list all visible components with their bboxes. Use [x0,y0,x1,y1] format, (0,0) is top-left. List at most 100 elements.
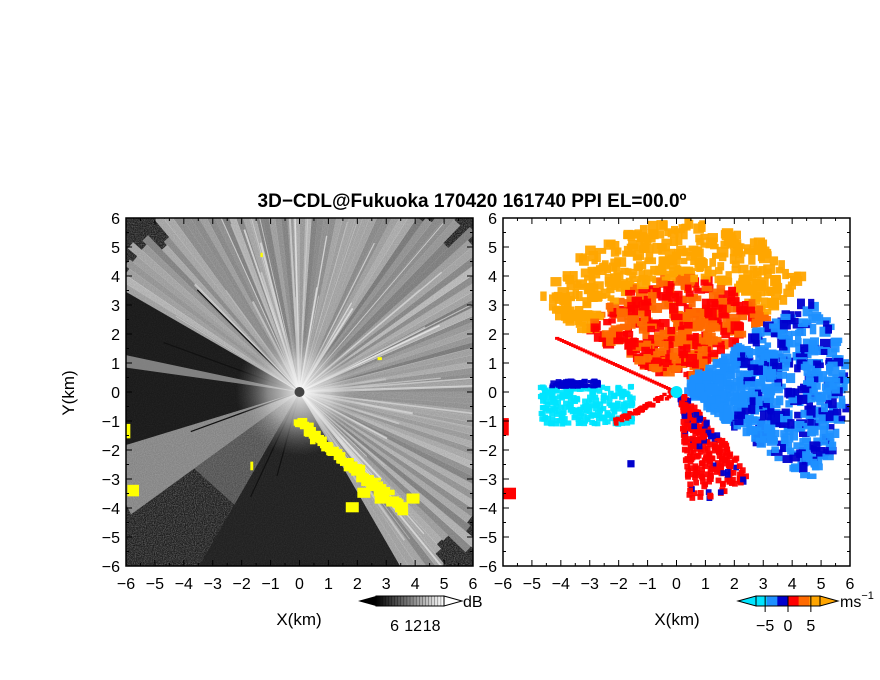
velocity-cell-toward [822,389,832,401]
reflectivity-y-tick-label: 0 [111,385,120,402]
velocity-cell-toward [594,421,601,427]
velocity-cell-away [642,406,648,411]
velocity-cell-away [766,286,777,294]
velocity-cell-away [572,312,584,318]
velocity-cell-away [693,472,699,479]
velocity-y-tick-label: 3 [488,298,497,315]
velocity-cell-toward [715,359,727,367]
velocity-cell-away [735,256,745,264]
velocity-cell-away [760,297,769,309]
velocity-cell-toward [556,418,563,424]
velocity-y-tick-label: 5 [488,240,497,257]
velocity-cell-away [609,307,617,318]
velocity-cell-away [592,353,597,357]
velocity-cell-toward [619,420,626,426]
velocity-cell-away [730,248,737,257]
velocity-cell-toward [807,370,818,377]
velocity-cell-away [665,354,673,363]
reflectivity-x-tick-label: 0 [295,576,304,593]
velocity-cell-toward [796,328,807,337]
velocity-cell-toward [782,455,793,463]
velocity-cell-toward [566,404,572,410]
velocity-cell-away [550,277,562,287]
velocity-cell-toward [828,398,837,409]
velocity-cell-away [769,256,779,266]
velocity-cell-away [694,436,701,443]
velocity-cell-away [757,239,768,249]
velocity-cell-toward [587,386,594,392]
velocity-cell-toward [811,460,820,471]
velocity-colorbar-unit-base: ms [840,594,861,611]
velocity-cell-toward [577,406,584,412]
velocity-cell-away [598,336,606,343]
velocity-cell-toward [766,435,778,446]
velocity-cell-away [628,243,637,250]
velocity-cell-away [722,440,728,447]
velocity-cell-toward [791,425,803,432]
velocity-cell-toward [757,327,765,337]
velocity-cell-toward [826,424,835,430]
velocity-cell-toward [589,384,596,388]
velocity-colorbar-tick-label: 5 [806,618,815,635]
velocity-cell-toward [813,360,822,366]
velocity-cell-toward [786,373,796,384]
velocity-cell-away [743,306,756,314]
velocity-cell-toward [802,306,813,317]
echo-sector [299,392,473,442]
velocity-cell-away [648,229,657,240]
velocity-cell-away [675,275,686,283]
velocity-cell-toward [803,444,811,453]
velocity-cell-away [688,298,696,308]
reflectivity-x-tick-label: −6 [117,576,135,593]
velocity-cell-toward [587,394,593,400]
velocity-cell-away [680,257,688,265]
reflectivity-y-tick-label: −1 [102,414,120,431]
velocity-cell-away [688,407,695,414]
velocity-cell-away [717,463,724,470]
reflectivity-x-tick-label: −4 [175,576,193,593]
velocity-x-tick-label: −2 [610,576,628,593]
velocity-cell-away [698,460,705,467]
velocity-cell-away [691,423,698,430]
velocity-cell-toward [816,394,826,403]
reflectivity-y-tick-label: −3 [102,472,120,489]
velocity-cell-toward [779,339,788,351]
velocity-cell-away [691,404,698,411]
velocity-cell-away [681,404,688,411]
velocity-cell-away [601,357,606,361]
velocity-cell-away [593,281,604,290]
velocity-cell-toward [769,427,776,434]
velocity-cell-toward [763,392,774,404]
velocity-cell-toward [787,419,795,429]
velocity-cell-toward [806,358,818,369]
velocity-cell-away [756,281,767,291]
velocity-cell-away [618,297,625,305]
velocity-cell-toward [625,403,631,409]
velocity-cell-toward [623,400,629,406]
velocity-cell-away [607,302,614,312]
velocity-cell-away [669,267,678,278]
velocity-cell-away [686,251,698,261]
flagged-echo [357,487,371,498]
velocity-cell-away [633,408,638,413]
velocity-cell-away [718,297,728,305]
velocity-cell-away [605,359,611,363]
flagged-echo [384,491,395,496]
flagged-echo [364,475,370,481]
velocity-cell-away [693,411,700,418]
velocity-cell-toward [748,404,756,414]
velocity-cell-away [751,318,761,328]
velocity-cell-toward [776,371,787,379]
velocity-cell-toward [607,390,614,396]
velocity-cell-away [704,307,713,318]
velocity-cell-toward [766,449,775,456]
velocity-cell-toward [780,313,791,320]
velocity-cell-away [730,321,742,333]
velocity-cell-away [654,322,665,332]
velocity-cell-away [688,471,695,478]
flagged-echo [127,484,140,497]
velocity-cell-away [717,489,724,496]
velocity-cell-away [642,376,648,380]
velocity-cell-away [712,288,725,295]
velocity-cell-away [575,321,586,328]
